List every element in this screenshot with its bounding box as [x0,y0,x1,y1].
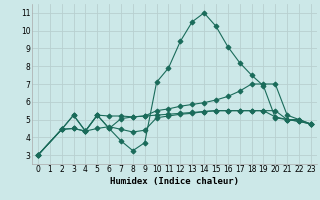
X-axis label: Humidex (Indice chaleur): Humidex (Indice chaleur) [110,177,239,186]
